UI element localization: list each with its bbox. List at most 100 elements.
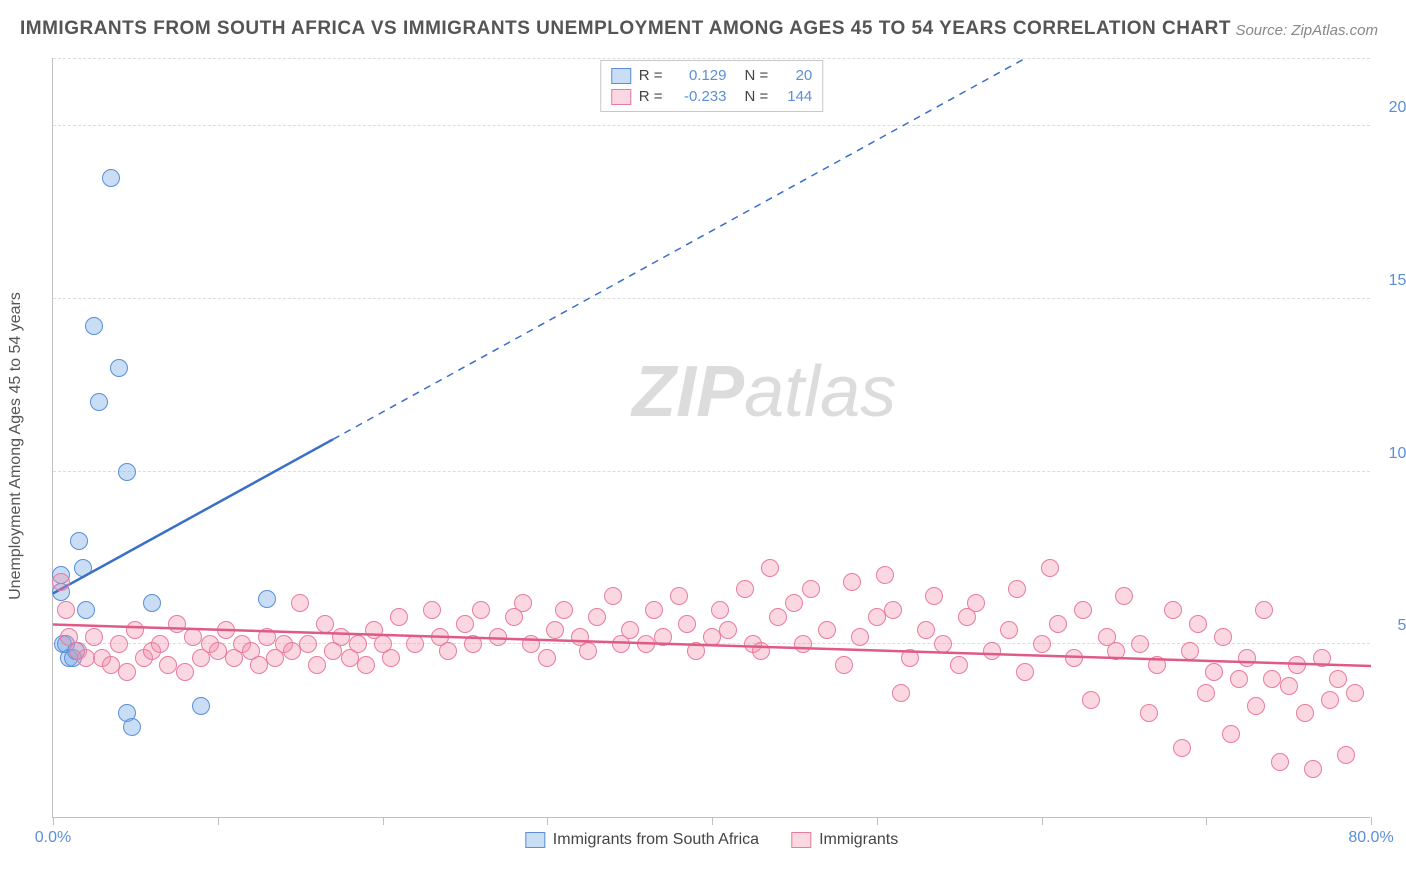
scatter-point xyxy=(719,621,737,639)
scatter-point xyxy=(1049,615,1067,633)
scatter-point xyxy=(464,635,482,653)
legend-series-item: Immigrants xyxy=(791,831,898,849)
legend-n-value: 144 xyxy=(776,88,812,105)
scatter-point xyxy=(654,628,672,646)
legend-statistics: R =0.129N =20R =-0.233N =144 xyxy=(600,60,824,112)
scatter-point xyxy=(77,649,95,667)
scatter-point xyxy=(57,601,75,619)
scatter-point xyxy=(258,590,276,608)
scatter-point xyxy=(1255,601,1273,619)
legend-r-label: R = xyxy=(639,88,663,105)
x-tick-label: 0.0% xyxy=(35,829,71,847)
scatter-point xyxy=(209,642,227,660)
scatter-point xyxy=(102,169,120,187)
scatter-point xyxy=(382,649,400,667)
scatter-point xyxy=(967,594,985,612)
gridline xyxy=(53,125,1370,126)
watermark: ZIPatlas xyxy=(632,351,896,433)
x-tick xyxy=(1206,817,1207,825)
scatter-point xyxy=(835,656,853,674)
legend-swatch xyxy=(791,832,811,848)
gridline xyxy=(53,58,1370,59)
x-tick xyxy=(877,817,878,825)
legend-swatch xyxy=(611,68,631,84)
scatter-point xyxy=(184,628,202,646)
scatter-point xyxy=(126,621,144,639)
scatter-point xyxy=(472,601,490,619)
scatter-point xyxy=(102,656,120,674)
scatter-point xyxy=(283,642,301,660)
scatter-point xyxy=(703,628,721,646)
scatter-point xyxy=(1000,621,1018,639)
scatter-point xyxy=(1271,753,1289,771)
scatter-point xyxy=(1148,656,1166,674)
scatter-point xyxy=(1288,656,1306,674)
scatter-point xyxy=(579,642,597,660)
legend-series-label: Immigrants from South Africa xyxy=(553,831,759,849)
scatter-point xyxy=(769,608,787,626)
scatter-point xyxy=(1346,684,1364,702)
legend-series-label: Immigrants xyxy=(819,831,898,849)
chart-title: IMMIGRANTS FROM SOUTH AFRICA VS IMMIGRAN… xyxy=(20,18,1231,40)
scatter-point xyxy=(489,628,507,646)
scatter-point xyxy=(1280,677,1298,695)
scatter-point xyxy=(85,317,103,335)
scatter-point xyxy=(1321,691,1339,709)
scatter-point xyxy=(1313,649,1331,667)
scatter-point xyxy=(118,663,136,681)
scatter-point xyxy=(868,608,886,626)
scatter-point xyxy=(192,697,210,715)
scatter-point xyxy=(143,594,161,612)
scatter-point xyxy=(1238,649,1256,667)
scatter-point xyxy=(637,635,655,653)
scatter-point xyxy=(1164,601,1182,619)
legend-stat-row: R =0.129N =20 xyxy=(611,65,813,86)
scatter-point xyxy=(151,635,169,653)
scatter-point xyxy=(1115,587,1133,605)
scatter-point xyxy=(118,463,136,481)
scatter-point xyxy=(456,615,474,633)
scatter-point xyxy=(332,628,350,646)
scatter-point xyxy=(176,663,194,681)
scatter-point xyxy=(514,594,532,612)
y-axis-label: Unemployment Among Ages 45 to 54 years xyxy=(7,292,25,600)
legend-r-value: -0.233 xyxy=(671,88,727,105)
x-tick xyxy=(383,817,384,825)
scatter-point xyxy=(74,559,92,577)
scatter-point xyxy=(406,635,424,653)
scatter-point xyxy=(423,601,441,619)
scatter-point xyxy=(678,615,696,633)
scatter-point xyxy=(802,580,820,598)
scatter-point xyxy=(291,594,309,612)
scatter-point xyxy=(159,656,177,674)
scatter-point xyxy=(1082,691,1100,709)
gridline xyxy=(53,298,1370,299)
legend-swatch xyxy=(611,89,631,105)
scatter-point xyxy=(1074,601,1092,619)
legend-r-value: 0.129 xyxy=(671,67,727,84)
scatter-point xyxy=(77,601,95,619)
scatter-point xyxy=(1033,635,1051,653)
scatter-point xyxy=(168,615,186,633)
scatter-point xyxy=(1304,760,1322,778)
scatter-point xyxy=(349,635,367,653)
scatter-point xyxy=(1214,628,1232,646)
scatter-point xyxy=(316,615,334,633)
scatter-point xyxy=(588,608,606,626)
y-tick-label: 10.0% xyxy=(1378,445,1406,463)
scatter-point xyxy=(1041,559,1059,577)
x-tick xyxy=(1042,817,1043,825)
scatter-point xyxy=(876,566,894,584)
scatter-point xyxy=(522,635,540,653)
legend-n-value: 20 xyxy=(776,67,812,84)
scatter-point xyxy=(892,684,910,702)
legend-r-label: R = xyxy=(639,67,663,84)
scatter-point xyxy=(818,621,836,639)
scatter-point xyxy=(983,642,1001,660)
scatter-point xyxy=(604,587,622,605)
scatter-point xyxy=(308,656,326,674)
scatter-point xyxy=(1197,684,1215,702)
scatter-point xyxy=(123,718,141,736)
scatter-point xyxy=(85,628,103,646)
scatter-point xyxy=(884,601,902,619)
